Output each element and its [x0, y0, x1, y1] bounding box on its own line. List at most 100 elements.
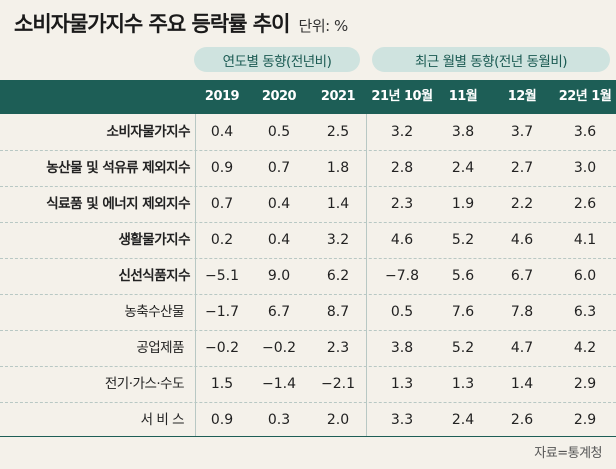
table-cell: 2.3 — [326, 340, 350, 356]
table-cell: 0.5 — [267, 124, 291, 140]
table-cell: 0.9 — [210, 412, 234, 428]
table-cell: 4.1 — [573, 232, 597, 248]
table-row: 소비자물가지수 0.4 0.5 2.5 3.2 3.8 3.7 3.6 — [0, 114, 616, 150]
table-cell: 2.5 — [326, 124, 350, 140]
table-cell: 2.6 — [510, 412, 534, 428]
table-cell: 0.9 — [210, 160, 234, 176]
table-cell: 3.2 — [326, 232, 350, 248]
title-area: 소비자물가지수 주요 등락률 추이 단위: % — [14, 8, 348, 38]
table-cell: 7.8 — [510, 304, 534, 320]
unit-label: 단위: % — [298, 17, 349, 35]
table-cell: 3.2 — [390, 124, 414, 140]
table-cell: 8.7 — [326, 304, 350, 320]
table-row: 생활물가지수 0.2 0.4 3.2 4.6 5.2 4.6 4.1 — [0, 222, 616, 258]
row-divider — [0, 294, 616, 295]
table-cell: 4.6 — [390, 232, 414, 248]
row-divider — [0, 402, 616, 403]
table-cell: 4.7 — [510, 340, 534, 356]
table-cell: 3.8 — [451, 124, 475, 140]
table-cell: 3.7 — [510, 124, 534, 140]
page-title: 소비자물가지수 주요 등락률 추이 — [14, 12, 290, 36]
row-label: 신선식품지수 — [118, 268, 190, 284]
table-cell: 6.7 — [510, 268, 534, 284]
table-row: 공업제품 −0.2 −0.2 2.3 3.8 5.2 4.7 4.2 — [0, 330, 616, 366]
table-cell: 5.2 — [451, 340, 475, 356]
table-row: 전기·가스·수도 1.5 −1.4 −2.1 1.3 1.3 1.4 2.9 — [0, 366, 616, 402]
table-cell: 2.8 — [390, 160, 414, 176]
row-label: 소비자물가지수 — [106, 124, 191, 140]
table-cell: 2.2 — [510, 196, 534, 212]
table-cell: 3.3 — [390, 412, 414, 428]
table-cell: 6.2 — [326, 268, 350, 284]
table-cell: −1.7 — [205, 304, 239, 320]
row-label: 식료품 및 에너지 제외지수 — [46, 196, 190, 212]
row-label: 생활물가지수 — [118, 232, 190, 248]
table-cell: 0.2 — [210, 232, 234, 248]
column-header: 2021 — [320, 89, 356, 104]
column-header: 12월 — [507, 89, 537, 104]
table-cell: 7.6 — [451, 304, 475, 320]
table-cell: 2.4 — [451, 160, 475, 176]
row-label: 전기·가스·수도 — [104, 376, 185, 392]
table-cell: 2.4 — [451, 412, 475, 428]
table-row: 식료품 및 에너지 제외지수 0.7 0.4 1.4 2.3 1.9 2.2 2.6 — [0, 186, 616, 222]
row-divider — [0, 186, 616, 187]
table-cell: 1.4 — [510, 376, 534, 392]
table-cell: 0.7 — [210, 196, 234, 212]
table-row: 신선식품지수 −5.1 9.0 6.2 −7.8 5.6 6.7 6.0 — [0, 258, 616, 294]
table-cell: 2.0 — [326, 412, 350, 428]
row-divider — [0, 258, 616, 259]
table-row: 농산물 및 석유류 제외지수 0.9 0.7 1.8 2.8 2.4 2.7 3.0 — [0, 150, 616, 186]
table-cell: −0.2 — [205, 340, 239, 356]
table-cell: 6.0 — [573, 268, 597, 284]
row-label: 농산물 및 석유류 제외지수 — [46, 160, 190, 176]
table-cell: 6.3 — [573, 304, 597, 320]
table-cell: 0.4 — [267, 232, 291, 248]
row-label: 서 비 스 — [140, 412, 185, 428]
table-cell: 0.5 — [390, 304, 414, 320]
row-divider — [0, 222, 616, 223]
table-cell: 2.6 — [573, 196, 597, 212]
table-cell: 4.2 — [573, 340, 597, 356]
table-cell: 2.3 — [390, 196, 414, 212]
table-cell: 1.4 — [326, 196, 350, 212]
table-row: 서 비 스 0.9 0.3 2.0 3.3 2.4 2.6 2.9 — [0, 402, 616, 438]
table-cell: 9.0 — [267, 268, 291, 284]
row-divider — [0, 366, 616, 367]
row-divider — [0, 330, 616, 331]
table-cell: 2.9 — [573, 412, 597, 428]
monthly-group-label: 최근 월별 동향(전년 동월비) — [372, 47, 610, 72]
table-row: 농축수산물 −1.7 6.7 8.7 0.5 7.6 7.8 6.3 — [0, 294, 616, 330]
source-note: 자료=통계청 — [534, 446, 602, 461]
annual-group-label: 연도별 동향(전년비) — [194, 47, 360, 72]
table-cell: 2.9 — [573, 376, 597, 392]
column-header: 2019 — [204, 89, 240, 104]
column-divider — [195, 114, 196, 436]
table-cell: 1.9 — [451, 196, 475, 212]
table-cell: 5.6 — [451, 268, 475, 284]
column-header: 21년 10월 — [371, 89, 433, 104]
table-cell: −1.4 — [262, 376, 296, 392]
table-cell: 0.4 — [267, 196, 291, 212]
row-label: 공업제품 — [136, 340, 184, 356]
column-header: 11월 — [448, 89, 478, 104]
table-cell: 4.6 — [510, 232, 534, 248]
column-header: 22년 1월 — [558, 89, 612, 104]
table-cell: 1.5 — [210, 376, 234, 392]
table-cell: 3.8 — [390, 340, 414, 356]
table-cell: 1.3 — [390, 376, 414, 392]
table-cell: −7.8 — [385, 268, 419, 284]
table-header: 2019 2020 2021 21년 10월 11월 12월 22년 1월 — [0, 80, 616, 114]
table-cell: 1.8 — [326, 160, 350, 176]
table-cell: 0.3 — [267, 412, 291, 428]
table-cell: 5.2 — [451, 232, 475, 248]
row-label: 농축수산물 — [124, 304, 184, 320]
table-cell: 1.3 — [451, 376, 475, 392]
table-cell: −2.1 — [321, 376, 355, 392]
table-cell: 6.7 — [267, 304, 291, 320]
table-cell: 0.7 — [267, 160, 291, 176]
column-divider — [366, 114, 367, 436]
table-cell: 3.6 — [573, 124, 597, 140]
column-header: 2020 — [261, 89, 297, 104]
table-cell: 2.7 — [510, 160, 534, 176]
